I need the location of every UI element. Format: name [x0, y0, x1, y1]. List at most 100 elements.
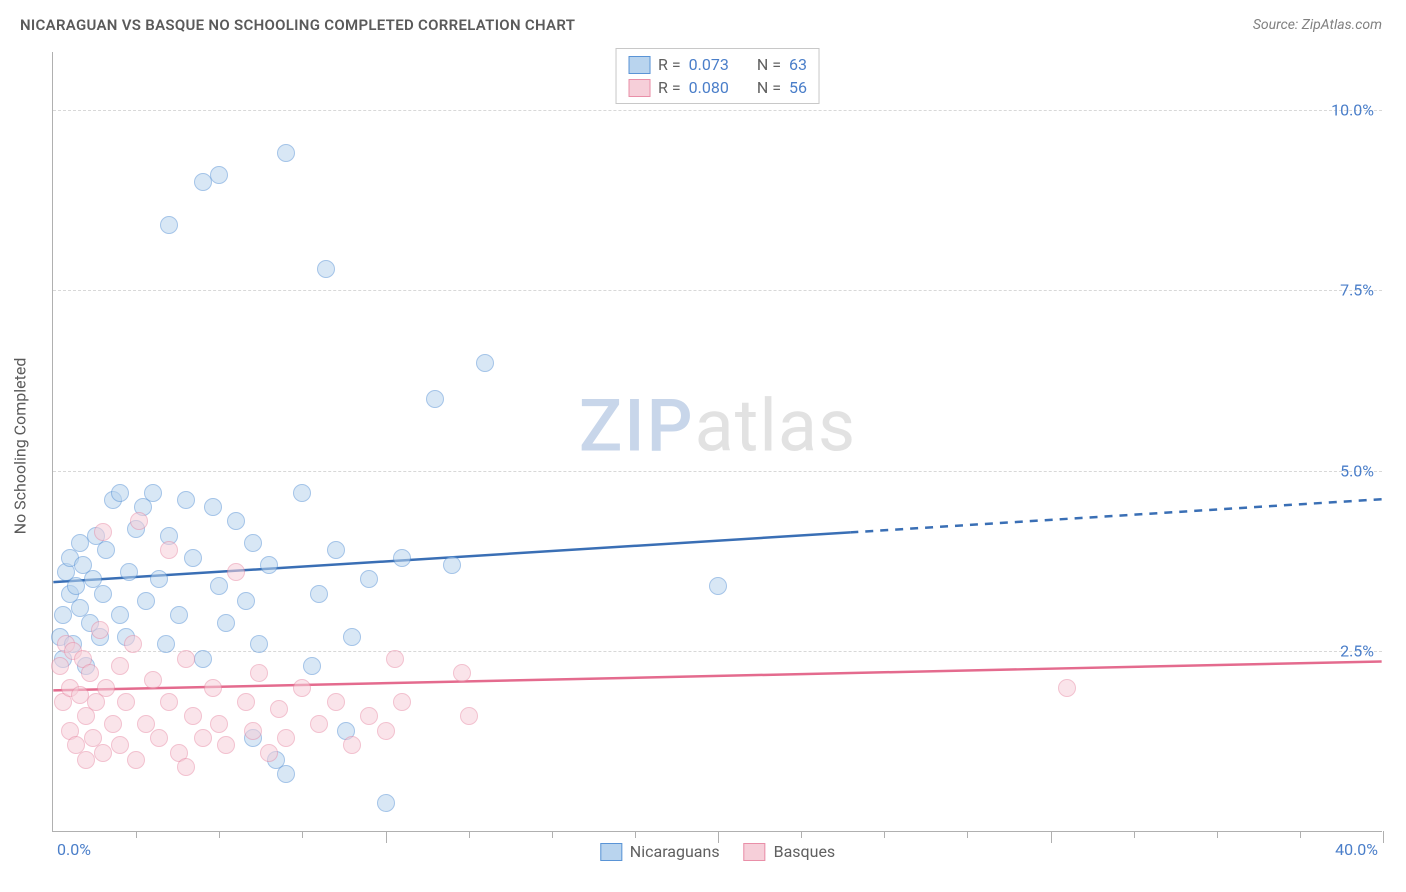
data-point: [393, 549, 411, 567]
x-tick: [635, 831, 636, 838]
x-tick: [219, 831, 220, 838]
chart-container: NICARAGUAN VS BASQUE NO SCHOOLING COMPLE…: [0, 0, 1406, 892]
data-point: [120, 563, 138, 581]
data-point: [177, 491, 195, 509]
data-point: [244, 534, 262, 552]
correlation-legend: R = 0.073 N = 63 R = 0.080 N = 56: [615, 48, 820, 104]
watermark: ZIPatlas: [579, 383, 856, 468]
data-point: [170, 606, 188, 624]
data-point: [327, 693, 345, 711]
x-axis-max-label: 40.0%: [1335, 840, 1378, 859]
legend-swatch-basques: [628, 79, 650, 97]
data-point: [217, 614, 235, 632]
data-point: [277, 144, 295, 162]
legend-swatch-basques-icon: [744, 843, 766, 861]
data-point: [51, 657, 69, 675]
data-point: [227, 512, 245, 530]
data-point: [244, 722, 262, 740]
data-point: [111, 606, 129, 624]
data-point: [343, 736, 361, 754]
data-point: [144, 671, 162, 689]
plot-area: ZIPatlas R = 0.073 N = 63 R = 0.080 N = …: [52, 52, 1382, 832]
data-point: [453, 664, 471, 682]
series-legend: Nicaraguans Basques: [600, 842, 835, 861]
legend-item-basques: Basques: [744, 842, 836, 861]
header: NICARAGUAN VS BASQUE NO SCHOOLING COMPLE…: [0, 0, 1406, 40]
n-value-nicaraguans: 63: [789, 55, 807, 74]
watermark-part2: atlas: [695, 383, 857, 468]
data-point: [111, 736, 129, 754]
data-point: [460, 707, 478, 725]
legend-row-nicaraguans: R = 0.073 N = 63: [628, 53, 807, 76]
data-point: [130, 512, 148, 530]
data-point: [124, 635, 142, 653]
data-point: [360, 570, 378, 588]
data-point: [94, 744, 112, 762]
data-point: [709, 577, 727, 595]
data-point: [277, 765, 295, 783]
data-point: [237, 592, 255, 610]
r-label: R =: [658, 78, 681, 97]
data-point: [277, 729, 295, 747]
legend-row-basques: R = 0.080 N = 56: [628, 76, 807, 99]
source-attribution: Source: ZipAtlas.com: [1253, 17, 1382, 33]
x-tick: [386, 831, 387, 843]
data-point: [217, 736, 235, 754]
x-tick: [967, 831, 968, 838]
data-point: [144, 484, 162, 502]
trend-lines: [53, 52, 1382, 831]
data-point: [97, 541, 115, 559]
data-point: [160, 693, 178, 711]
y-tick-label: 2.5%: [1340, 642, 1374, 661]
data-point: [91, 621, 109, 639]
y-axis-title: No Schooling Completed: [11, 358, 30, 535]
data-point: [160, 216, 178, 234]
data-point: [260, 556, 278, 574]
gridline: [53, 110, 1382, 111]
data-point: [393, 693, 411, 711]
data-point: [77, 751, 95, 769]
watermark-part1: ZIP: [579, 383, 695, 468]
r-label: R =: [658, 55, 681, 74]
data-point: [97, 679, 115, 697]
data-point: [137, 592, 155, 610]
data-point: [476, 354, 494, 372]
legend-item-nicaraguans: Nicaraguans: [600, 842, 720, 861]
data-point: [104, 715, 122, 733]
n-label: N =: [757, 55, 781, 74]
data-point: [210, 166, 228, 184]
chart-title: NICARAGUAN VS BASQUE NO SCHOOLING COMPLE…: [20, 16, 575, 34]
source-link[interactable]: ZipAtlas.com: [1302, 17, 1382, 33]
data-point: [71, 534, 89, 552]
data-point: [270, 700, 288, 718]
legend-swatch-nicaraguans: [628, 56, 650, 74]
gridline: [53, 290, 1382, 291]
gridline: [53, 471, 1382, 472]
data-point: [1058, 679, 1076, 697]
r-value-nicaraguans: 0.073: [689, 55, 729, 74]
x-tick: [302, 831, 303, 838]
x-tick: [136, 831, 137, 838]
data-point: [227, 563, 245, 581]
data-point: [67, 577, 85, 595]
x-tick: [718, 831, 719, 843]
x-tick: [1134, 831, 1135, 838]
data-point: [250, 635, 268, 653]
data-point: [210, 577, 228, 595]
data-point: [293, 679, 311, 697]
data-point: [54, 606, 72, 624]
y-tick-label: 5.0%: [1340, 461, 1374, 480]
data-point: [137, 715, 155, 733]
data-point: [194, 173, 212, 191]
data-point: [81, 664, 99, 682]
data-point: [150, 729, 168, 747]
legend-swatch-nicaraguans-icon: [600, 843, 622, 861]
data-point: [260, 744, 278, 762]
gridline: [53, 651, 1382, 652]
data-point: [317, 260, 335, 278]
trend-line-extrapolated: [850, 499, 1381, 532]
data-point: [177, 758, 195, 776]
y-tick-label: 7.5%: [1340, 281, 1374, 300]
legend-label-nicaraguans: Nicaraguans: [630, 842, 720, 861]
data-point: [194, 729, 212, 747]
